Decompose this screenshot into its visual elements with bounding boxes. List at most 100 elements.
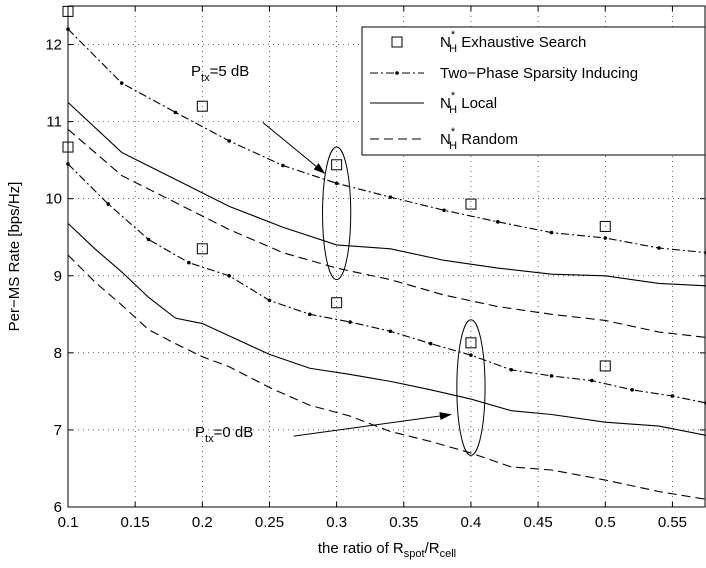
point-dashdot-5db <box>657 246 661 250</box>
point-dashdot-5db <box>549 230 554 235</box>
annotation-ptx-0db: Ptx=0 dB <box>195 424 253 445</box>
plot-frame <box>67 5 706 508</box>
x-tick-label: 0.55 <box>658 514 687 531</box>
point-dashdot-0db <box>187 260 191 265</box>
point-dashdot-0db <box>670 394 675 398</box>
point-dashdot-0db <box>146 237 151 242</box>
legend-label-base: N <box>440 131 451 148</box>
x-tick-label: 0.1 <box>58 514 79 531</box>
point-dashdot-0db <box>106 202 111 206</box>
marker-square-0db <box>599 360 611 372</box>
series-line-dashed-0db <box>67 254 706 500</box>
x-axis-label-sub2: cell <box>440 548 457 560</box>
point-dashdot-5db <box>603 236 608 240</box>
legend-label-base: N <box>440 34 451 51</box>
annotation-base: P <box>195 424 205 441</box>
x-axis-label: the ratio of Rspot/Rcell <box>318 540 456 560</box>
x-axis-label-sub1: spot <box>404 548 425 560</box>
legend-label-sup: * <box>451 29 456 41</box>
x-tick-label: 0.45 <box>524 514 553 531</box>
legend-label-sub: H <box>449 104 457 116</box>
point-dashdot-0db <box>590 378 594 383</box>
legend-label: N* H Exhaustive Search <box>440 29 586 55</box>
x-tick-label: 0.25 <box>255 514 284 531</box>
legend-label-sup: * <box>451 90 456 102</box>
legend-swatch-dot <box>395 71 399 75</box>
x-tick-label: 0.4 <box>461 514 482 531</box>
x-tick-label: 0.35 <box>389 514 418 531</box>
y-tick-label: 10 <box>45 191 62 208</box>
point-dashdot-0db <box>267 298 272 303</box>
marker-square-5db <box>465 198 477 210</box>
annotation-base: P <box>191 63 201 80</box>
legend-swatch-square <box>391 36 403 48</box>
annotation-rest: =0 dB <box>214 424 254 441</box>
y-tick-label: 8 <box>54 345 62 362</box>
point-dashdot-0db <box>227 273 231 278</box>
y-tick-label: 6 <box>54 499 62 516</box>
point-dashdot-5db <box>442 208 446 213</box>
point-dashdot-5db <box>227 139 231 143</box>
x-tick-label: 0.5 <box>595 514 616 531</box>
axis-ticks: 0.1 0.15 0.2 0.25 0.3 0.35 0.4 0.45 0.5 0.55 6 7 8 9 1… <box>45 6 705 531</box>
annotation-rest: =5 dB <box>210 63 250 80</box>
point-dashdot-0db <box>509 368 514 372</box>
y-tick-label: 11 <box>46 114 62 131</box>
point-dashdot-5db <box>119 81 124 85</box>
point-dashdot-5db <box>281 163 285 168</box>
point-dashdot-5db <box>334 181 339 186</box>
x-tick-label: 0.2 <box>192 514 213 531</box>
legend-box <box>361 26 706 156</box>
point-dashdot-0db <box>428 341 433 346</box>
series-group <box>62 5 706 500</box>
point-dashdot-0db <box>307 312 312 317</box>
ellipse-ptx-5db <box>322 146 352 281</box>
legend-label-text: Random <box>457 131 518 148</box>
legend-label-text: Two−Phase Sparsity Inducing <box>440 65 638 82</box>
point-dashdot-0db <box>630 388 634 392</box>
ellipse-ptx-0db <box>456 319 486 456</box>
point-dashdot-5db <box>388 195 393 199</box>
marker-square-0db <box>465 337 477 349</box>
annotation-ptx-5db: Ptx=5 dB <box>191 63 249 84</box>
y-axis-label: Per−MS Rate [bps/Hz] <box>6 182 23 332</box>
marker-square-0db <box>331 297 343 309</box>
point-dashdot-0db <box>348 320 352 324</box>
legend-label-sub: H <box>449 43 457 55</box>
point-dashdot-5db <box>496 220 500 224</box>
x-tick-label: 0.3 <box>326 514 347 531</box>
x-tick-label: 0.15 <box>121 514 150 531</box>
series-line-solid-0db <box>67 222 706 436</box>
marker-square-0db <box>196 243 208 255</box>
y-tick-label: 12 <box>45 37 62 54</box>
annotation-sub: tx <box>205 433 214 445</box>
point-dashdot-0db <box>549 374 554 378</box>
marker-square-5db <box>331 159 343 171</box>
x-axis-label-mid: /R <box>425 540 440 557</box>
legend-label: Two−Phase Sparsity Inducing <box>440 65 638 82</box>
point-dashdot-5db <box>173 110 178 115</box>
arrow-ptx-0db <box>293 412 452 437</box>
legend-label: N* H Local <box>440 90 497 116</box>
series-line-solid-5db <box>67 101 706 287</box>
marker-square-5db <box>599 220 611 232</box>
series-line-dashed-5db <box>67 128 706 338</box>
legend-label-text: Local <box>457 95 497 112</box>
marker-square-5db <box>196 100 208 112</box>
legend-label-sup: * <box>451 126 456 138</box>
point-dashdot-0db <box>469 353 473 357</box>
annotation-sub: tx <box>201 72 210 84</box>
legend-label-base: N <box>440 95 451 112</box>
arrow-ptx-5db <box>262 122 326 174</box>
y-tick-label: 7 <box>54 422 62 439</box>
point-dashdot-0db <box>388 329 393 334</box>
legend-label: N* H Random <box>440 126 518 152</box>
y-tick-label: 9 <box>54 268 62 285</box>
legend-label-text: Exhaustive Search <box>457 34 586 51</box>
x-axis-label-base: the ratio of R <box>318 540 404 557</box>
legend-label-sub: H <box>449 140 457 152</box>
